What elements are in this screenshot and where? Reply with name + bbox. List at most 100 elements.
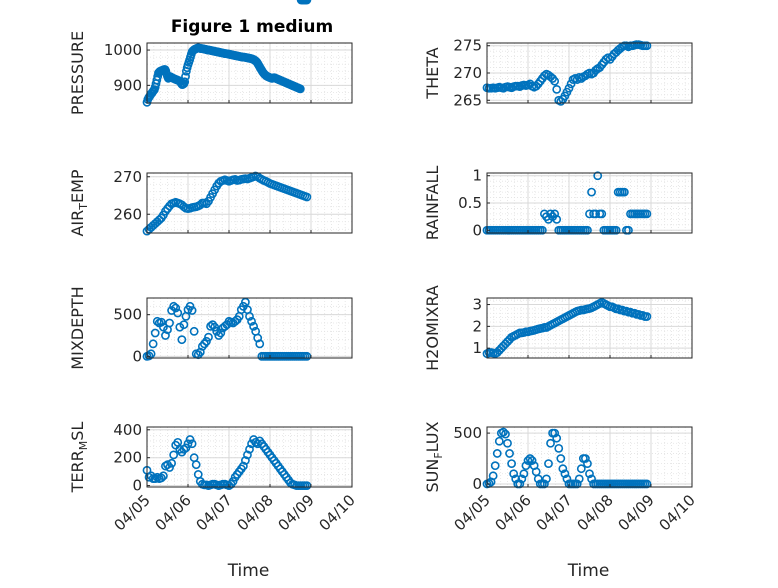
data-point bbox=[503, 438, 512, 448]
y-tick-label: 275 bbox=[453, 37, 482, 55]
data-point bbox=[552, 433, 562, 443]
data-point bbox=[505, 449, 514, 458]
data-point bbox=[167, 458, 176, 468]
data-point bbox=[158, 471, 168, 481]
data-point bbox=[576, 464, 586, 474]
data-point bbox=[574, 474, 584, 484]
data-point bbox=[216, 328, 226, 338]
data-point bbox=[642, 41, 652, 51]
y-tick-label: 900 bbox=[113, 76, 142, 94]
data-point bbox=[540, 71, 549, 81]
data-point bbox=[566, 79, 576, 89]
y-axis-label: AIRTEMP bbox=[68, 169, 90, 236]
data-point bbox=[247, 316, 256, 326]
data-point bbox=[245, 311, 254, 321]
data-point bbox=[517, 474, 527, 484]
data-point bbox=[642, 479, 652, 489]
data-point bbox=[498, 427, 508, 437]
data-point bbox=[185, 301, 195, 311]
x-tick-label: 04/05 bbox=[111, 491, 154, 534]
y-axis-label: RAINFALL bbox=[423, 166, 442, 241]
data-point bbox=[247, 439, 256, 449]
data-point bbox=[169, 301, 179, 311]
data-point bbox=[564, 83, 574, 93]
data-point bbox=[509, 469, 519, 479]
data-point bbox=[148, 339, 158, 349]
data-point bbox=[295, 84, 305, 94]
x-tick-label: 04/09 bbox=[615, 491, 658, 534]
y-tick-label: 0 bbox=[132, 347, 142, 365]
y-tick-label: 400 bbox=[113, 421, 142, 439]
axes-box bbox=[146, 172, 353, 234]
data-point bbox=[187, 439, 197, 449]
data-point bbox=[173, 308, 183, 318]
data-point bbox=[150, 328, 160, 338]
y-tick-label: 1000 bbox=[104, 41, 142, 59]
y-axis-label: THETA bbox=[423, 47, 442, 99]
data-point bbox=[181, 443, 191, 453]
data-point bbox=[558, 464, 568, 474]
data-point bbox=[597, 209, 607, 219]
subplot-theta: 265 270 275 THETA bbox=[423, 37, 693, 109]
data-point bbox=[583, 225, 592, 235]
data-point bbox=[527, 456, 537, 465]
data-point bbox=[523, 456, 533, 465]
data-point bbox=[556, 454, 566, 463]
data-point bbox=[490, 461, 500, 471]
x-tick-label: 04/06 bbox=[152, 491, 195, 534]
axes-box bbox=[146, 426, 353, 488]
subplot-sun_flux: 0 500 SUNFLUX 04/0504/0604/0704/0804/0904/1… bbox=[423, 421, 699, 581]
x-tick-label: 04/08 bbox=[234, 491, 277, 534]
data-point bbox=[642, 312, 652, 321]
data-point bbox=[165, 463, 174, 472]
y-tick-label: 500 bbox=[113, 306, 142, 324]
data-point bbox=[585, 209, 594, 219]
data-point bbox=[542, 474, 551, 484]
subplot-terr_msl: 0 200 400 TERRMSL 04/0504/0604/0704/0804/090… bbox=[68, 421, 359, 581]
series-sun_flux bbox=[482, 427, 652, 489]
data-point bbox=[619, 187, 629, 197]
data-point bbox=[544, 459, 553, 469]
data-point bbox=[556, 96, 566, 106]
data-point bbox=[179, 320, 189, 330]
data-point bbox=[181, 72, 190, 81]
data-point bbox=[540, 479, 549, 489]
data-point bbox=[189, 326, 199, 336]
y-tick-label: 1 bbox=[472, 167, 482, 185]
data-point bbox=[171, 303, 181, 313]
x-tick-label: 04/06 bbox=[492, 491, 535, 534]
y-tick-label: 2 bbox=[472, 317, 482, 335]
x-tick-label: 04/07 bbox=[533, 491, 576, 534]
data-point bbox=[195, 200, 205, 210]
x-tick-label: 04/09 bbox=[275, 491, 318, 534]
data-point bbox=[183, 439, 193, 449]
data-point bbox=[302, 0, 312, 5]
data-point bbox=[494, 436, 504, 446]
data-point bbox=[156, 317, 166, 327]
series-terr_msl bbox=[142, 435, 312, 491]
data-point bbox=[156, 473, 166, 483]
x-tick-label: 04/10 bbox=[656, 491, 699, 534]
data-point bbox=[206, 321, 215, 331]
data-point bbox=[187, 306, 197, 315]
y-tick-label: 1 bbox=[472, 339, 482, 357]
y-tick-label: 0.5 bbox=[458, 194, 482, 212]
data-point bbox=[525, 454, 535, 463]
series-h2omixra bbox=[482, 297, 652, 359]
y-axis-label: PRESSURE bbox=[68, 31, 87, 115]
data-point bbox=[583, 459, 592, 469]
data-point bbox=[492, 449, 502, 458]
x-axis-label: Time bbox=[567, 561, 610, 581]
subplot-h2omixra: 1 2 3 H2OMIXRA bbox=[423, 285, 693, 371]
axes-box bbox=[146, 42, 353, 104]
data-point bbox=[228, 477, 238, 486]
y-axis-label: SUNFLUX bbox=[423, 421, 445, 492]
data-point bbox=[587, 187, 596, 197]
data-point bbox=[593, 171, 603, 181]
y-tick-label: 500 bbox=[453, 424, 482, 442]
data-point bbox=[165, 318, 174, 328]
data-point bbox=[238, 461, 248, 471]
x-tick-label: 04/10 bbox=[316, 491, 359, 534]
